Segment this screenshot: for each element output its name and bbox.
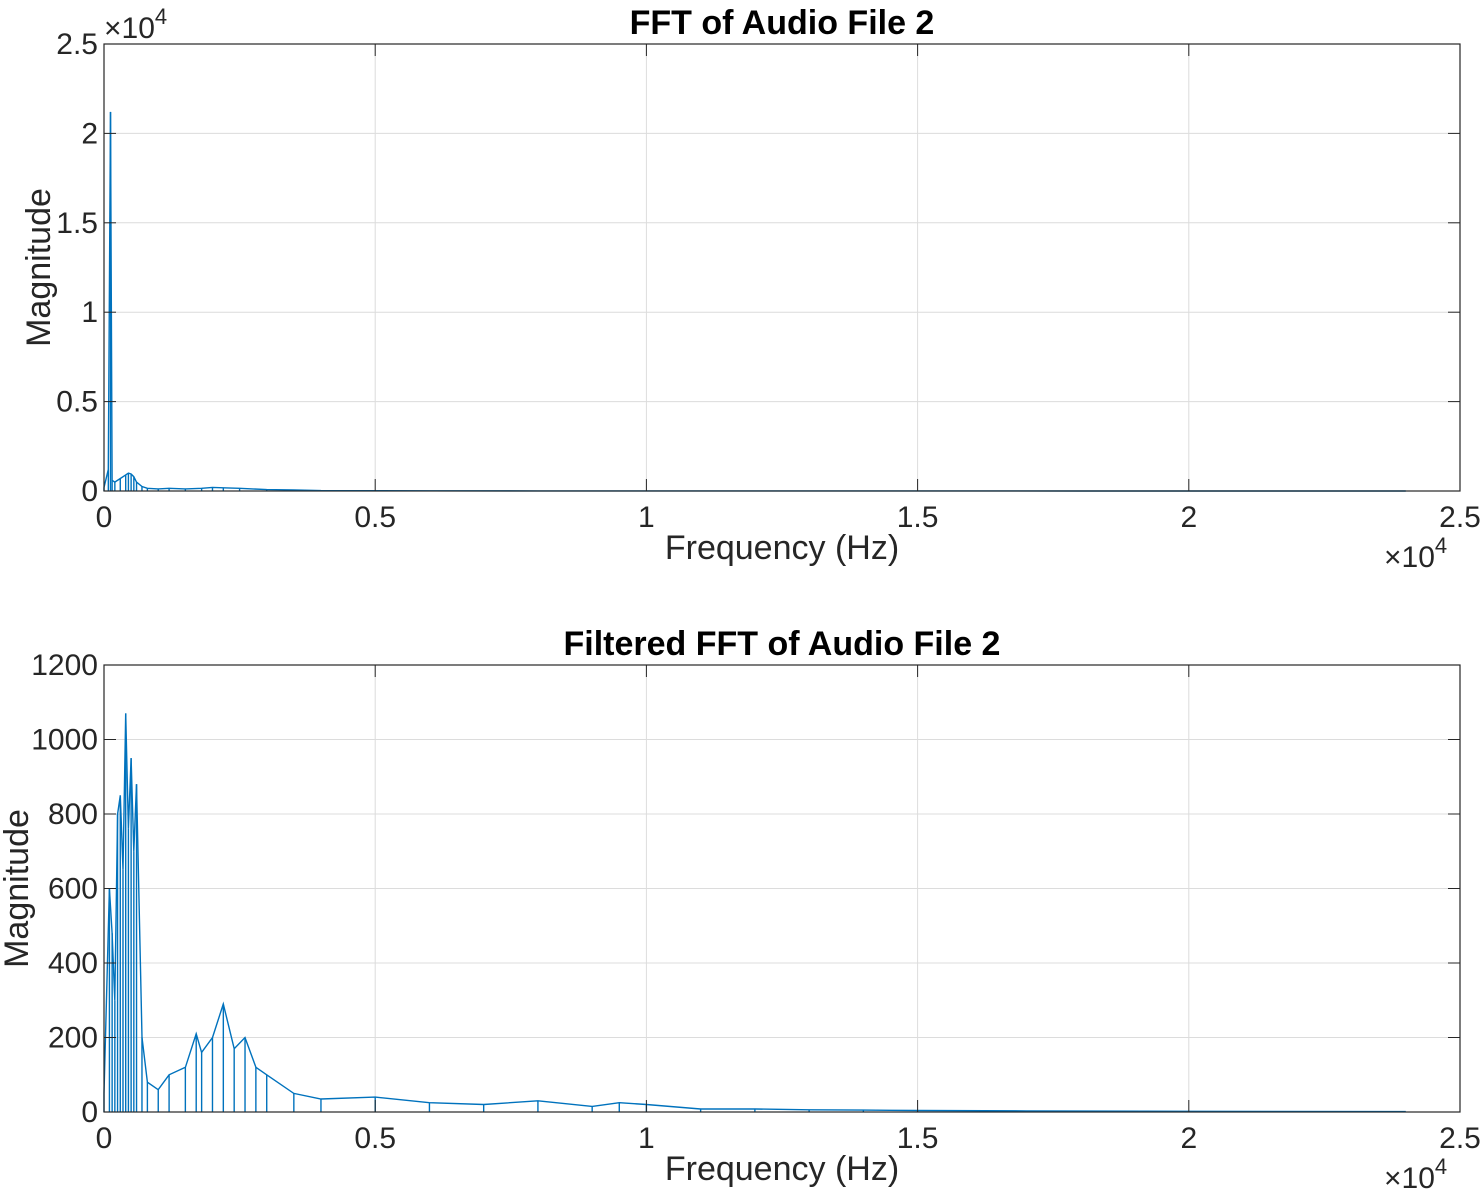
subplot-filtered-fft: 0 0.5 1 1.5 2 2.5 0 200 400 600 800 1000 1200 Filte… — [0, 625, 1481, 1190]
subplot-fft: 0 0.5 1 1.5 2 2.5 0 0.5 1 1.5 2 2.5 FFT of Audio F… — [20, 4, 1481, 574]
y-tick-label: 800 — [48, 798, 98, 831]
y-tick-label: 200 — [48, 1022, 98, 1055]
y-tick-label: 600 — [48, 873, 98, 906]
x-tick-label: 0 — [96, 501, 113, 534]
x-axis-label: Frequency (Hz) — [665, 1150, 899, 1188]
axes-box — [103, 664, 1461, 1113]
x-tick-label: 1 — [638, 501, 655, 534]
y-tick-label: 0.5 — [56, 386, 98, 419]
x-tick-label: 0.5 — [354, 1122, 396, 1155]
x-exponent-base: ×10 — [1384, 541, 1435, 574]
x-exponent-label: ×104 — [1384, 533, 1447, 574]
x-axis-label: Frequency (Hz) — [665, 529, 899, 567]
y-axis-label: Magnitude — [0, 809, 36, 968]
y-tick-labels: 0 0.5 1 1.5 2 2.5 — [56, 28, 98, 508]
x-exponent-label: ×104 — [1384, 1154, 1447, 1190]
y-exponent-label: ×104 — [104, 4, 167, 45]
x-exponent-base: ×10 — [1384, 1162, 1435, 1190]
x-tick-label: 2.5 — [1439, 1122, 1481, 1155]
y-exponent-base: ×10 — [104, 12, 155, 45]
x-tick-labels: 0 0.5 1 1.5 2 2.5 — [96, 1122, 1481, 1155]
y-tick-label: 1.5 — [56, 207, 98, 240]
y-axis-label: Magnitude — [20, 188, 58, 347]
x-tick-label: 1.5 — [897, 1122, 939, 1155]
spectrum-line — [103, 713, 1406, 1113]
y-tick-label: 1200 — [31, 649, 98, 682]
y-tick-label: 1000 — [31, 724, 98, 757]
x-tick-label: 2.5 — [1439, 501, 1481, 534]
axes-frame — [103, 43, 1461, 492]
y-tick-label: 2.5 — [56, 28, 98, 61]
y-exponent-power: 4 — [155, 4, 167, 29]
x-exponent-power: 4 — [1435, 1154, 1447, 1179]
y-tick-label: 0 — [81, 1096, 98, 1129]
x-tick-labels: 0 0.5 1 1.5 2 2.5 — [96, 501, 1481, 534]
x-exponent-power: 4 — [1435, 533, 1447, 558]
x-tick-label: 0.5 — [354, 501, 396, 534]
axes-box — [103, 43, 1461, 492]
x-tick-label: 2 — [1180, 1122, 1197, 1155]
x-tick-label: 1 — [638, 1122, 655, 1155]
y-tick-label: 400 — [48, 947, 98, 980]
chart-title: FFT of Audio File 2 — [630, 4, 935, 42]
x-tick-label: 0 — [96, 1122, 113, 1155]
filtered-fft-series — [103, 713, 1407, 1113]
chart-title: Filtered FFT of Audio File 2 — [564, 625, 1001, 663]
y-tick-label: 1 — [81, 296, 98, 329]
x-tick-label: 2 — [1180, 501, 1197, 534]
y-tick-label: 2 — [81, 117, 98, 150]
y-tick-label: 0 — [81, 475, 98, 508]
y-tick-labels: 0 200 400 600 800 1000 1200 — [31, 649, 98, 1129]
x-tick-label: 1.5 — [897, 501, 939, 534]
